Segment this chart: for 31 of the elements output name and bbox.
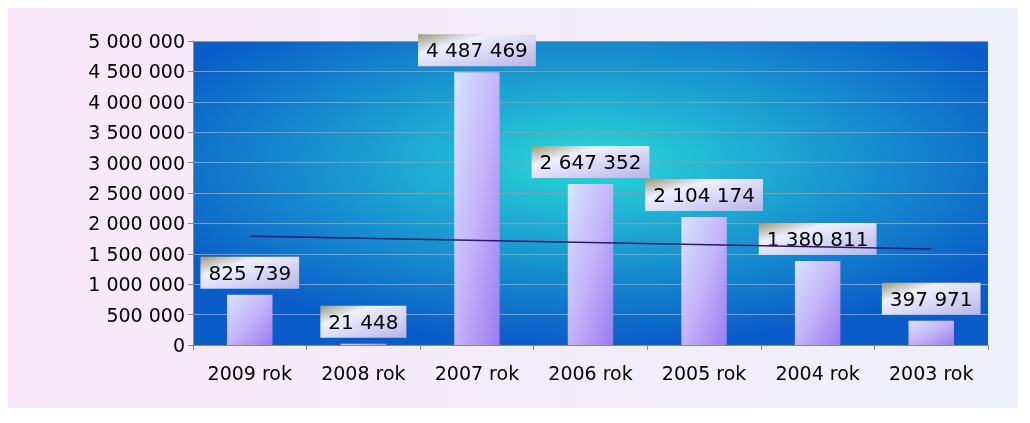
y-tick-label: 5 000 000 <box>88 30 185 52</box>
y-tick-label: 4 500 000 <box>88 60 185 83</box>
y-tick-label: 1 000 000 <box>88 273 185 296</box>
bar <box>454 72 500 345</box>
y-tick-label: 2 500 000 <box>88 182 185 204</box>
y-tick-label: 2 000 000 <box>88 212 185 235</box>
data-label: 2 104 174 <box>653 183 755 208</box>
x-tick-label: 2003 rok <box>889 361 974 384</box>
bar <box>681 217 727 345</box>
x-tick-label: 2004 rok <box>775 361 860 384</box>
y-tick-label: 4 000 000 <box>88 90 185 113</box>
data-label: 397 971 <box>889 286 973 311</box>
bar <box>567 184 614 345</box>
x-tick-label: 2006 rok <box>548 361 633 384</box>
data-label: 825 739 <box>208 260 292 285</box>
y-tick-label: 3 000 000 <box>88 151 185 174</box>
x-tick-label: 2005 rok <box>661 361 747 384</box>
x-tick-label: 2007 rok <box>434 361 520 384</box>
bar <box>794 261 841 345</box>
bar <box>908 320 954 345</box>
y-tick-label: 3 500 000 <box>88 121 185 144</box>
data-label: 21 448 <box>328 309 399 334</box>
data-label: 2 647 352 <box>539 150 642 175</box>
x-tick-label: 2009 rok <box>207 361 292 384</box>
y-tick-label: 500 000 <box>106 303 185 326</box>
bar <box>227 294 273 345</box>
data-label: 4 487 469 <box>426 38 528 63</box>
y-tick-label: 1 500 000 <box>88 242 185 265</box>
y-tick-label: 0 <box>172 334 185 356</box>
x-tick-label: 2008 rok <box>321 361 406 384</box>
data-label: 1 380 811 <box>766 227 869 252</box>
